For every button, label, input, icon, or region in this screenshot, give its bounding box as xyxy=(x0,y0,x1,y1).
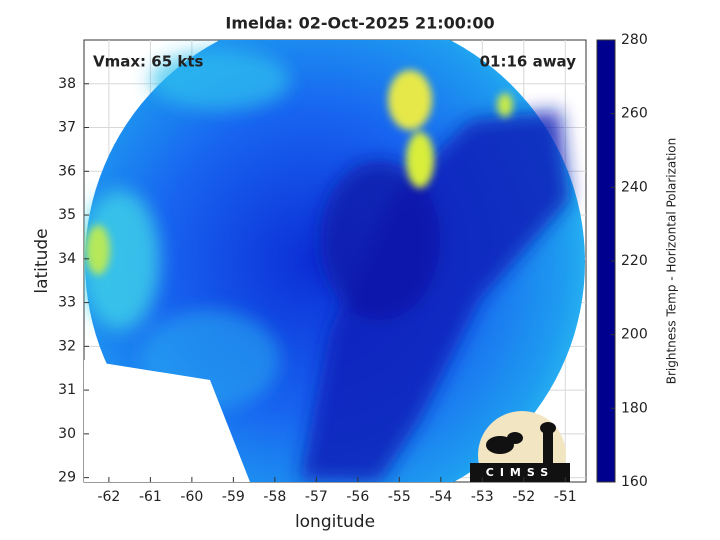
y-tick-label: 37 xyxy=(58,120,76,136)
cimss-logo: CIMSS xyxy=(470,411,570,482)
satellite-image xyxy=(84,40,585,482)
x-tick-label: -58 xyxy=(263,489,286,505)
x-tick-label: -55 xyxy=(388,489,411,505)
x-tick-label: -59 xyxy=(222,489,245,505)
annotation: 01:16 away xyxy=(480,53,577,71)
annotation: Vmax: 65 kts xyxy=(93,53,203,71)
y-tick-label: 29 xyxy=(58,470,76,486)
logo-text: CIMSS xyxy=(486,466,554,479)
colorbar-tick-label: 220 xyxy=(621,253,648,269)
colorbar-tick-label: 240 xyxy=(621,179,648,195)
x-tick-label: -52 xyxy=(512,489,535,505)
x-tick-label: -61 xyxy=(139,489,162,505)
x-tick-label: -56 xyxy=(346,489,369,505)
colorbar-tick-label: 180 xyxy=(621,400,648,416)
x-tick-label: -57 xyxy=(305,489,328,505)
y-tick-label: 35 xyxy=(58,207,76,223)
colorbar-tick-label: 160 xyxy=(621,474,648,490)
x-tick-label: -60 xyxy=(180,489,203,505)
colorbar-label: Brightness Temp - Horizontal Polarizatio… xyxy=(665,138,679,385)
chart-title: Imelda: 02-Oct-2025 21:00:00 xyxy=(225,14,494,33)
y-axis-label: latitude xyxy=(32,228,52,293)
y-tick-label: 32 xyxy=(58,338,76,354)
colorbar-tick-label: 280 xyxy=(621,32,648,48)
y-tick-label: 30 xyxy=(58,426,76,442)
x-tick-label: -51 xyxy=(554,489,577,505)
x-tick-label: -53 xyxy=(471,489,494,505)
y-tick-label: 38 xyxy=(58,76,76,92)
y-tick-label: 31 xyxy=(58,382,76,398)
x-axis-label: longitude xyxy=(295,512,375,532)
y-tick-label: 33 xyxy=(58,295,76,311)
colorbar-tick-label: 260 xyxy=(621,106,648,122)
x-tick-label: -54 xyxy=(429,489,452,505)
y-tick-label: 36 xyxy=(58,163,76,179)
x-tick-label: -62 xyxy=(97,489,120,505)
y-tick-label: 34 xyxy=(58,251,76,267)
colorbar-tick-label: 200 xyxy=(621,327,648,343)
